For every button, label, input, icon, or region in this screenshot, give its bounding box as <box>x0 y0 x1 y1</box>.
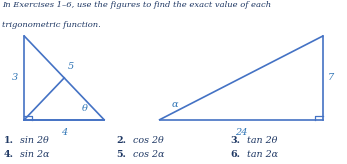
Text: 5: 5 <box>68 62 74 71</box>
Text: cos 2θ: cos 2θ <box>133 136 164 145</box>
Text: cos 2α: cos 2α <box>133 150 164 159</box>
Text: tan 2θ: tan 2θ <box>247 136 278 145</box>
Text: α: α <box>172 101 179 109</box>
Text: 4: 4 <box>61 128 67 136</box>
Text: 1.: 1. <box>3 136 14 145</box>
Text: sin 2θ: sin 2θ <box>20 136 49 145</box>
Text: 24: 24 <box>235 128 247 136</box>
Text: 3: 3 <box>12 73 18 82</box>
Text: tan 2α: tan 2α <box>247 150 278 159</box>
Text: θ: θ <box>82 104 88 113</box>
Text: 3.: 3. <box>231 136 241 145</box>
Text: sin 2α: sin 2α <box>20 150 50 159</box>
Text: 2.: 2. <box>116 136 126 145</box>
Text: In Exercises 1–6, use the figures to find the exact value of each: In Exercises 1–6, use the figures to fin… <box>2 1 271 9</box>
Text: 4.: 4. <box>3 150 14 159</box>
Text: 5.: 5. <box>116 150 126 159</box>
Text: 6.: 6. <box>231 150 241 159</box>
Text: trigonometric function.: trigonometric function. <box>2 21 101 29</box>
Text: 7: 7 <box>328 73 335 82</box>
